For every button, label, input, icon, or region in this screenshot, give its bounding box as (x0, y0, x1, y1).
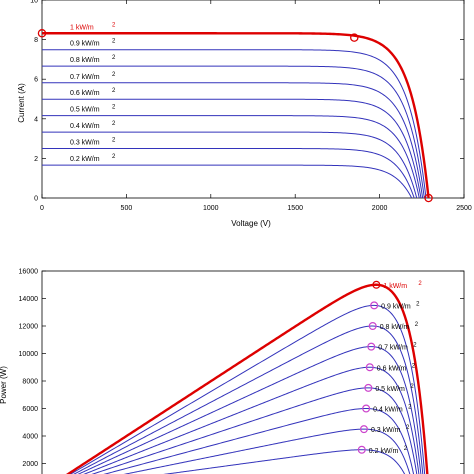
pv-chart: 2000 4000 6000 8000 10000 12000 14000 16000 0.2… (0, 269, 465, 474)
iv-y-tick-label: 10 (30, 0, 38, 5)
pv-axes: 2000 4000 6000 8000 10000 12000 14000 16000 (19, 269, 464, 468)
iv-curve-0-7-kw-m-2 (42, 82, 424, 199)
pv-legend-label: 0.5 kW/m (375, 386, 405, 393)
iv-chart: 0 500 1000 1500 2000 2500 0 2 4 6 8 10 0.2 kW/m 2 0.3… (17, 0, 472, 228)
pv-legend-superscript: 2 (408, 405, 412, 411)
pv-curve-0-9-kw-m-2 (69, 304, 426, 474)
pv-y-tick-label: 16000 (19, 269, 39, 276)
iv-legend-superscript: 2 (112, 121, 116, 127)
pv-legend-label: 0.4 kW/m (373, 407, 403, 414)
pv-curve-0-4-kw-m-2 (103, 408, 415, 474)
pv-y-axis-label: Power (W) (0, 366, 8, 404)
iv-max-power-marker (350, 33, 359, 42)
pv-max-power-marker (367, 342, 376, 351)
pv-curve-0-5-kw-m-2 (91, 387, 418, 474)
iv-legend-label: 0.6 kW/m (70, 90, 100, 97)
pv-legend-label: 0.7 kW/m (378, 345, 408, 352)
pv-legend-superscript: 2 (406, 425, 410, 431)
iv-curve-0-6-kw-m-2 (42, 98, 422, 199)
iv-legend-superscript: 2 (112, 105, 116, 111)
pv-legend-superscript: 2 (413, 343, 417, 349)
pv-curve-0-6-kw-m-2 (83, 366, 420, 474)
iv-axes: 0 500 1000 1500 2000 2500 0 2 4 6 8 10 (30, 0, 472, 212)
iv-legend-label: 0.2 kW/m (70, 156, 100, 163)
pv-y-tick-label: 8000 (22, 379, 38, 386)
pv-curve-1-kw-m-2 (65, 283, 429, 474)
iv-x-tick-label: 2500 (456, 205, 472, 212)
iv-legend: 0.2 kW/m 2 0.3 kW/m 2 0.4 kW/m 2 0.5 kW/m 2 0.6 … (70, 22, 116, 163)
iv-legend-superscript: 2 (112, 72, 116, 78)
iv-curve-0-5-kw-m-2 (42, 115, 420, 199)
iv-y-tick-label: 8 (34, 37, 38, 44)
iv-x-axis-label: Voltage (V) (231, 219, 271, 228)
iv-curve-0-4-kw-m-2 (42, 131, 418, 199)
pv-legend: 0.2 kW/m 2 0.3 kW/m 2 0.4 kW/m 2 0.5 kW/m 2 0.6 … (369, 281, 423, 455)
iv-open-circuit-marker (424, 193, 433, 203)
pv-max-power-marker (362, 404, 371, 413)
pv-y-tick-label: 6000 (22, 406, 38, 413)
iv-legend-label: 1 kW/m (70, 24, 94, 31)
iv-legend-label: 0.5 kW/m (70, 107, 100, 114)
iv-legend-label: 0.4 kW/m (70, 123, 100, 130)
iv-short-circuit-marker (37, 29, 47, 38)
iv-curve-0-2-kw-m-2 (42, 164, 413, 199)
pv-y-tick-label: 14000 (19, 296, 39, 303)
pv-max-power-marker (359, 425, 368, 434)
iv-curve-1-kw-m-2 (42, 32, 430, 199)
iv-y-tick-label: 4 (34, 116, 38, 123)
iv-curves (37, 29, 433, 203)
iv-y-axis-label: Current (A) (17, 83, 26, 123)
pv-legend-label: 0.2 kW/m (369, 448, 399, 455)
pv-legend-label: 0.3 kW/m (371, 427, 401, 434)
pv-max-power-marker (365, 363, 374, 372)
iv-legend-superscript: 2 (112, 55, 116, 61)
pv-y-tick-label: 12000 (19, 324, 39, 331)
iv-legend-label: 0.8 kW/m (70, 57, 100, 64)
iv-legend-label: 0.9 kW/m (70, 41, 100, 48)
pv-legend-label: 0.9 kW/m (381, 303, 411, 310)
pv-legend-label: 0.8 kW/m (380, 324, 410, 331)
pv-legend-superscript: 2 (416, 301, 420, 307)
iv-legend-superscript: 2 (112, 22, 116, 28)
iv-legend-superscript: 2 (112, 154, 116, 160)
pv-max-power-marker (357, 445, 366, 454)
iv-legend-label: 0.3 kW/m (70, 140, 100, 147)
iv-x-tick-label: 2000 (372, 205, 388, 212)
iv-y-tick-label: 6 (34, 77, 38, 84)
iv-x-tick-label: 0 (40, 205, 44, 212)
pv-y-tick-label: 2000 (22, 461, 38, 468)
pv-curves (65, 280, 429, 474)
pv-legend-superscript: 2 (412, 363, 416, 369)
pv-curve-0-3-kw-m-2 (123, 428, 411, 474)
iv-x-tick-label: 500 (121, 205, 133, 212)
pv-max-power-marker (372, 280, 381, 289)
iv-y-tick-label: 2 (34, 156, 38, 163)
pv-legend-superscript: 2 (410, 384, 414, 390)
iv-curve-0-9-kw-m-2 (42, 49, 427, 199)
pv-legend-superscript: 2 (415, 322, 419, 328)
iv-curve-0-8-kw-m-2 (42, 65, 425, 199)
iv-curve-0-3-kw-m-2 (42, 148, 415, 199)
iv-legend-superscript: 2 (112, 88, 116, 94)
pv-max-power-marker (364, 383, 373, 392)
iv-legend-superscript: 2 (112, 138, 116, 144)
iv-y-tick-label: 0 (34, 196, 38, 203)
iv-legend-superscript: 2 (112, 39, 116, 45)
iv-x-tick-label: 1500 (287, 205, 303, 212)
pv-curve-0-7-kw-m-2 (77, 346, 422, 474)
pv-legend-superscript: 2 (404, 446, 408, 452)
pv-y-tick-label: 10000 (19, 351, 39, 358)
pv-legend-superscript: 2 (418, 281, 422, 287)
iv-x-tick-label: 1000 (203, 205, 219, 212)
pv-curve-0-2-kw-m-2 (163, 449, 406, 474)
pv-legend-label: 0.6 kW/m (377, 365, 407, 372)
pv-max-power-marker (370, 301, 379, 310)
pv-y-tick-label: 4000 (22, 434, 38, 441)
pv-max-power-marker (368, 322, 377, 331)
pv-legend-label: 1 kW/m (383, 283, 407, 290)
pv-curve-0-8-kw-m-2 (73, 325, 424, 474)
iv-legend-label: 0.7 kW/m (70, 74, 100, 81)
